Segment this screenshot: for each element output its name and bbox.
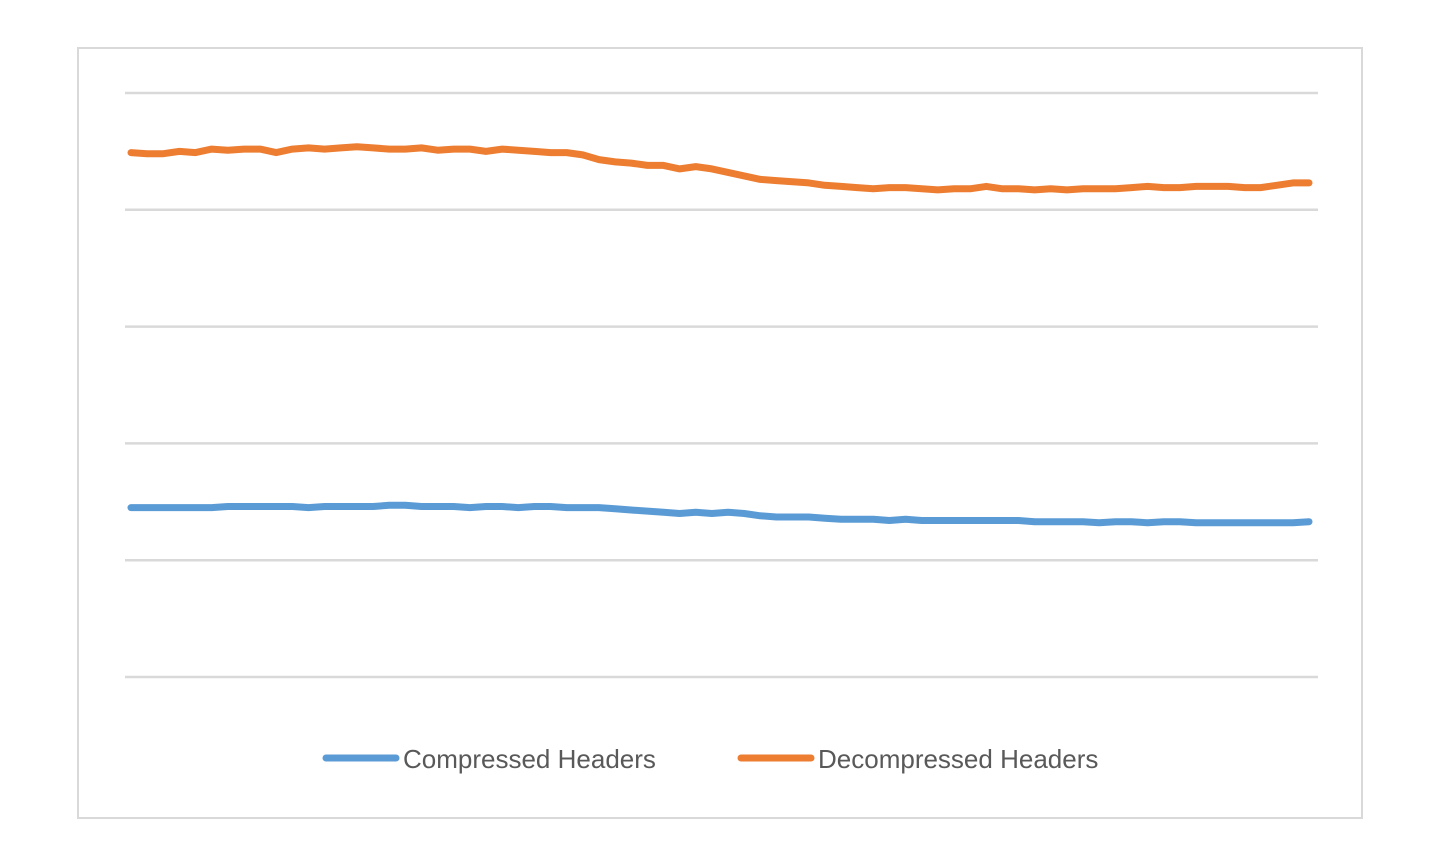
- gridlines: [125, 91, 1318, 679]
- legend: Compressed Headers Decompressed Headers: [322, 744, 1098, 774]
- series-line-compressed-headers: [127, 501, 1313, 527]
- series-line-decompressed-headers: [127, 143, 1313, 194]
- chart-frame: [77, 47, 1363, 819]
- legend-label-decompressed-headers: Decompressed Headers: [818, 744, 1098, 774]
- series-lines: [127, 143, 1313, 527]
- legend-label-compressed-headers: Compressed Headers: [403, 744, 656, 774]
